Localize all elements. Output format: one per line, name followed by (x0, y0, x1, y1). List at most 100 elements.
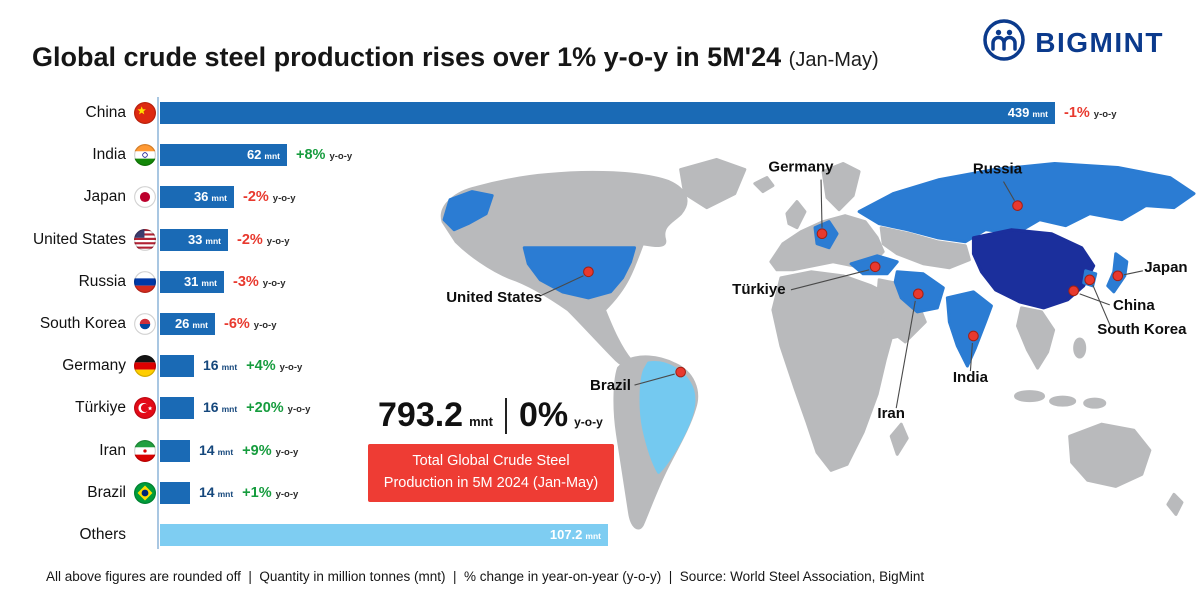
russia-highlight (857, 162, 1196, 244)
bar-area: 31 mnt -3% y-o-y (160, 271, 286, 293)
map-label-united-states: United States (446, 289, 542, 306)
bar-value: 26 mnt (174, 316, 208, 331)
indonesia-shape (1083, 397, 1107, 409)
map-marker-türkiye (869, 261, 881, 273)
bar-value: 14 mnt (199, 442, 234, 458)
world-map-panel: Germany Russia United States Türkiye Japan Ch… (428, 148, 1200, 552)
bar: 62 mnt (160, 144, 287, 166)
central-asia-shape (879, 226, 971, 270)
uk-shape (785, 200, 807, 230)
brand-logo: BIGMINT (982, 18, 1164, 67)
africa-shape (771, 270, 917, 472)
page-title-suffix: (Jan-May) (788, 49, 879, 71)
china-highlight (971, 228, 1096, 310)
map-marker-india (968, 330, 979, 342)
map-marker-china (1068, 285, 1079, 297)
south-korea-flag-icon (134, 313, 156, 335)
india-flag-icon (134, 144, 156, 166)
bar-value: 31 mnt (183, 274, 217, 289)
bar-area: 16 mnt +20% y-o-y (160, 397, 310, 419)
bar-value: 107.2 mnt (549, 527, 601, 542)
map-connector-iran (895, 300, 916, 409)
china-flag-icon (134, 102, 156, 124)
total-yoy-label: y-o-y (574, 415, 603, 429)
germany-flag-icon (134, 355, 156, 377)
map-marker-japan (1112, 270, 1124, 282)
bar-value: 62 mnt (246, 147, 280, 162)
bar-area: 14 mnt +1% y-o-y (160, 482, 298, 504)
bar-row-india: India 62 mnt +8% y-o-y (0, 144, 1200, 166)
map-connector-germany (820, 179, 823, 228)
map-connector-türkiye (790, 269, 870, 291)
india-highlight (945, 290, 993, 368)
page-title-main: Global crude steel production rises over… (32, 42, 782, 72)
bar-row-others: Others 107.2 mnt (0, 524, 1200, 546)
map-marker-south-korea (1084, 274, 1096, 286)
southeast-asia-shape (1016, 306, 1056, 370)
map-annotations: Germany Russia United States Türkiye Japan Ch… (446, 159, 1187, 423)
yoy-change-label: -2% y-o-y (237, 232, 290, 248)
page-title: Global crude steel production rises over… (32, 42, 879, 73)
map-marker-brazil (675, 366, 686, 378)
bar-area: 33 mnt -2% y-o-y (160, 229, 290, 251)
bar-area: 26 mnt -6% y-o-y (160, 313, 277, 335)
bar-row-united-states: United States 33 mnt -2% y-o-y (0, 229, 1200, 251)
indonesia-shape (1049, 395, 1077, 407)
yoy-change-label: +1% y-o-y (242, 485, 299, 501)
madagascar-shape (889, 422, 909, 456)
map-label-russia: Russia (973, 161, 1023, 178)
map-connector-united-states (540, 275, 584, 297)
map-label-india: India (953, 369, 989, 386)
total-caption-box: Total Global Crude Steel Production in 5… (368, 444, 614, 502)
map-connector-brazil (634, 373, 675, 386)
map-marker-iran (912, 288, 924, 300)
bar-area: 36 mnt -2% y-o-y (160, 186, 296, 208)
japan-flag-icon (134, 186, 156, 208)
bar (160, 440, 190, 462)
alaska-highlight (442, 190, 494, 232)
bar-row-türkiye: Türkiye 16 mnt +20% y-o-y (0, 397, 1200, 419)
iceland-shape (753, 176, 775, 194)
country-label: Russia (78, 273, 126, 290)
total-change: 0% (518, 396, 569, 434)
bar-value: 16 mnt (203, 399, 238, 415)
country-label: India (92, 146, 126, 163)
bar: 439 mnt (160, 102, 1055, 124)
turkiye-flag-icon (134, 397, 156, 419)
yoy-change-label: -3% y-o-y (233, 274, 286, 290)
indonesia-shape (1014, 390, 1046, 403)
russia-flag-icon (134, 271, 156, 293)
total-value: 793.2 (378, 396, 464, 434)
yoy-change-label: +20% y-o-y (246, 400, 311, 416)
iran-flag-icon (134, 440, 156, 462)
total-caption-line2: Production in 5M 2024 (Jan-May) (383, 474, 599, 491)
bar-value: 14 mnt (199, 484, 234, 500)
map-connector-india (969, 342, 973, 372)
bigmint-logo-icon (982, 18, 1026, 67)
map-label-germany: Germany (768, 159, 834, 176)
bar: 33 mnt (160, 229, 228, 251)
bar (160, 355, 194, 377)
bar-area: 62 mnt +8% y-o-y (160, 144, 352, 166)
usa-flag-icon (134, 229, 156, 251)
brazil-flag-icon (134, 482, 156, 504)
yoy-change-label: -1% y-o-y (1064, 105, 1117, 121)
bar: 36 mnt (160, 186, 234, 208)
bar-row-china: China 439 mnt -1% y-o-y (0, 102, 1200, 124)
brand-name: BIGMINT (1035, 26, 1164, 58)
yoy-change-label: +4% y-o-y (246, 358, 303, 374)
bar (160, 482, 190, 504)
australia-shape (1068, 422, 1152, 488)
bar-value: 36 mnt (193, 189, 227, 204)
bar-area: 439 mnt -1% y-o-y (160, 102, 1117, 124)
yoy-change-label: -6% y-o-y (224, 316, 277, 332)
bar-row-iran: Iran 14 mnt +9% y-o-y (0, 440, 1200, 462)
new-zealand-shape (1166, 492, 1184, 516)
bar-row-germany: Germany 16 mnt +4% y-o-y (0, 355, 1200, 377)
map-label-south-korea: South Korea (1097, 321, 1187, 338)
map-label-japan: Japan (1144, 259, 1187, 276)
bar-value: 33 mnt (187, 232, 221, 247)
bar: 107.2 mnt (160, 524, 608, 546)
country-label: Germany (62, 357, 126, 374)
